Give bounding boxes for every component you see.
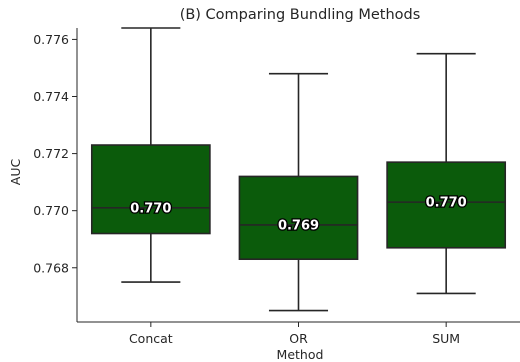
box-sum: 0.770 <box>386 52 507 295</box>
y-tick-label: 0.768 <box>33 260 69 275</box>
y-tick-label: 0.774 <box>33 89 69 104</box>
x-tick-label: SUM <box>432 331 460 346</box>
x-axis: Concat OR SUM <box>129 322 460 346</box>
median-label: 0.770 <box>130 201 171 216</box>
y-tick-label: 0.772 <box>33 146 69 161</box>
y-tick-label: 0.770 <box>33 203 69 218</box>
y-tick-label: 0.776 <box>33 32 69 47</box>
y-axis-label: AUC <box>8 159 23 186</box>
x-tick-label: OR <box>289 331 308 346</box>
median-label: 0.769 <box>278 218 319 233</box>
plot-boxes: 0.770 0.769 0.770 <box>90 27 507 312</box>
median-label: 0.770 <box>426 196 467 211</box>
iqr-box <box>238 175 359 261</box>
box-concat: 0.770 <box>90 27 211 283</box>
chart-title: (B) Comparing Bundling Methods <box>180 7 421 23</box>
x-tick-label: Concat <box>129 331 173 346</box>
box-or: 0.769 <box>238 72 359 312</box>
iqr-box <box>386 161 507 249</box>
x-axis-label: Method <box>277 347 324 362</box>
iqr-box <box>90 144 211 235</box>
y-axis: 0.768 0.770 0.772 0.774 0.776 <box>33 32 77 275</box>
